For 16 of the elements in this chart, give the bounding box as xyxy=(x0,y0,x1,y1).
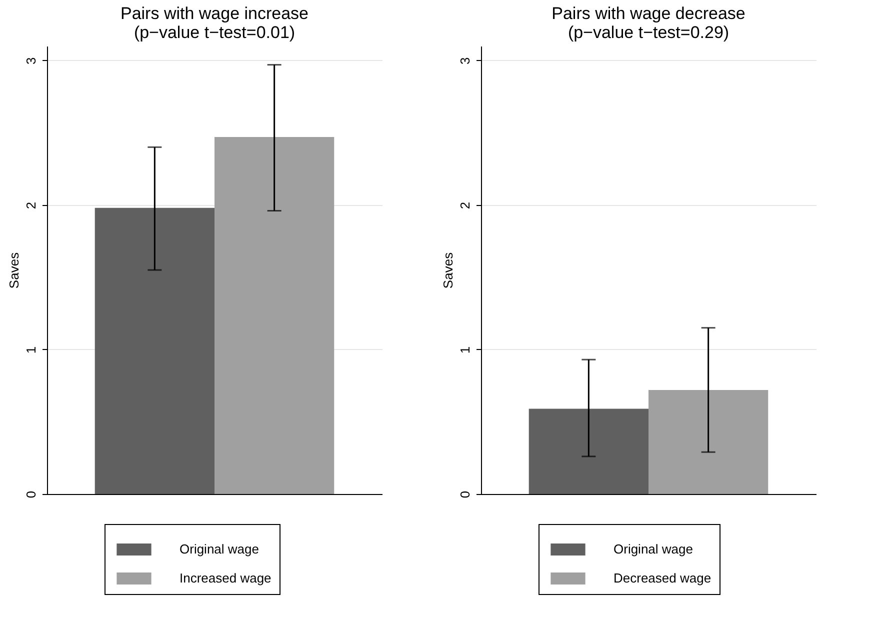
chart-title: Pairs with wage decrease (p−value t−test=0.29) xyxy=(552,4,746,42)
y-axis-title: Saves xyxy=(440,252,456,289)
y-tick-label: 0 xyxy=(458,490,472,498)
y-tick-label: 3 xyxy=(24,57,38,65)
legend-label: Decreased wage xyxy=(614,570,712,586)
y-tick-label: 1 xyxy=(458,346,472,354)
legend-label: Increased wage xyxy=(180,570,272,586)
y-tick-label: 3 xyxy=(458,57,472,65)
y-tick-label: 0 xyxy=(24,490,38,498)
y-tick-label: 1 xyxy=(24,346,38,354)
chart-title: Pairs with wage increase (p−value t−test=0.01) xyxy=(120,4,309,42)
y-axis-title: Saves xyxy=(6,252,22,289)
legend-label: Original wage xyxy=(614,542,693,556)
y-tick-label: 2 xyxy=(24,202,38,210)
y-tick-label: 2 xyxy=(458,202,472,210)
legend-label: Original wage xyxy=(180,542,259,556)
